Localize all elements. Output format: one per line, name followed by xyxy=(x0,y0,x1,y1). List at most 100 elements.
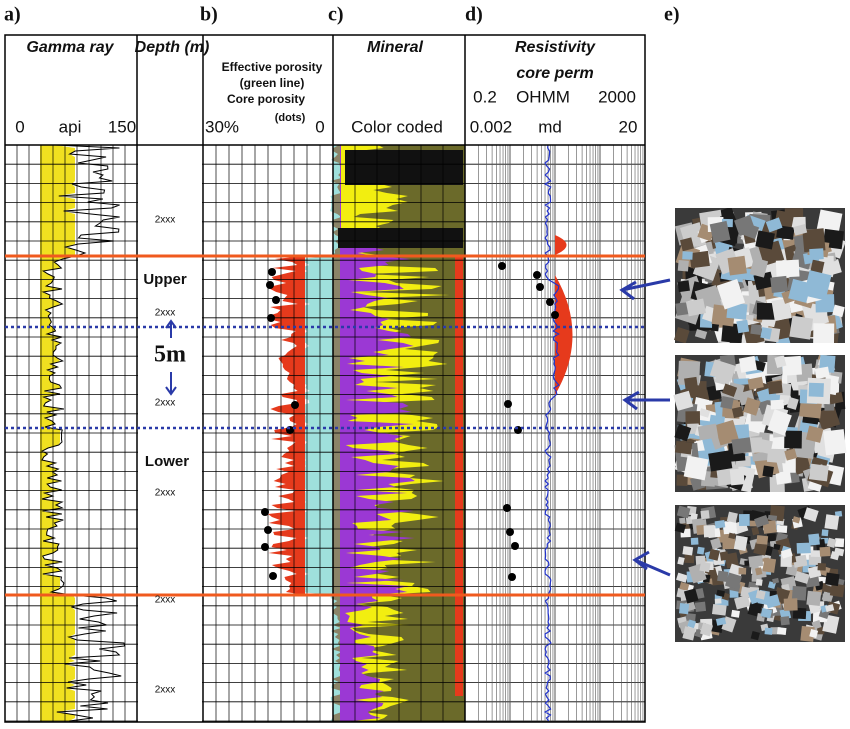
grain xyxy=(677,259,689,272)
porosity-dot xyxy=(269,572,277,580)
grain xyxy=(726,511,738,523)
zone-label: Upper xyxy=(143,271,187,288)
depth-label: 2xxx xyxy=(155,595,176,606)
grain xyxy=(673,390,694,411)
scale-label: 150 xyxy=(108,117,136,136)
scale-label: 2000 xyxy=(598,87,636,106)
grain xyxy=(734,594,751,610)
grain xyxy=(679,582,690,591)
grain xyxy=(786,396,799,410)
grain xyxy=(762,557,777,573)
grain xyxy=(767,380,783,395)
perm-dot xyxy=(508,573,516,581)
grain xyxy=(728,532,736,540)
grain xyxy=(808,533,820,546)
grain xyxy=(802,228,826,253)
grain xyxy=(784,448,798,461)
grain xyxy=(676,474,688,486)
grain xyxy=(708,450,733,472)
grain xyxy=(685,298,706,317)
photo-clip-edge xyxy=(673,343,847,355)
grain xyxy=(821,529,829,537)
grain xyxy=(822,593,830,602)
panel-label: a) xyxy=(4,4,21,26)
grain xyxy=(814,366,830,379)
scale-label: 0 xyxy=(315,117,324,136)
scale-label: 0 xyxy=(15,117,24,136)
grain xyxy=(684,376,699,391)
grain xyxy=(776,225,795,240)
zone-label: Lower xyxy=(145,453,189,470)
grain xyxy=(828,391,844,405)
grain xyxy=(792,516,801,524)
grain xyxy=(753,542,768,556)
grain xyxy=(731,406,744,419)
grain xyxy=(699,622,714,637)
grain xyxy=(770,275,788,293)
grain xyxy=(762,465,774,478)
grain xyxy=(683,455,709,481)
grain xyxy=(796,542,811,554)
frame xyxy=(4,34,646,723)
scale-label: 0.002 xyxy=(470,117,513,136)
grain xyxy=(755,589,766,600)
grain xyxy=(766,444,787,464)
grain xyxy=(749,257,769,278)
grain xyxy=(703,525,716,538)
grain xyxy=(710,537,722,550)
grain xyxy=(805,425,824,443)
depth-cover xyxy=(138,145,202,722)
perm-dot xyxy=(551,311,559,319)
grain xyxy=(817,563,827,571)
grain xyxy=(765,594,781,609)
pointer-arrow xyxy=(622,390,670,411)
header: Gamma ray xyxy=(26,39,114,56)
panel-label: c) xyxy=(328,4,344,26)
grain xyxy=(834,510,843,518)
porosity-dot xyxy=(267,314,275,322)
grain xyxy=(715,617,727,626)
perm-dot xyxy=(506,528,514,536)
perm-dot xyxy=(503,504,511,512)
overlay: 2xxx 2xxx 2xxx 2xxx 2xxx 2xxx Upper Lower 5m xyxy=(5,215,671,696)
grain xyxy=(699,408,711,418)
grain xyxy=(697,423,719,441)
grain xyxy=(750,630,760,641)
grain xyxy=(682,251,693,260)
grain xyxy=(722,383,738,397)
grain xyxy=(776,525,788,533)
grain xyxy=(690,513,698,521)
grain xyxy=(676,572,688,583)
grain xyxy=(699,561,711,573)
grain xyxy=(819,546,831,557)
grain xyxy=(826,537,837,548)
grain xyxy=(731,437,752,455)
grain xyxy=(747,599,763,618)
grain xyxy=(716,278,746,310)
grain xyxy=(679,237,694,252)
depth-label: 2xxx xyxy=(155,215,176,226)
grain xyxy=(824,402,835,411)
header: Core porosity xyxy=(227,92,305,106)
depth-label: 2xxx xyxy=(155,488,176,499)
grain xyxy=(696,546,705,555)
perm-dot xyxy=(511,542,519,550)
grain xyxy=(694,329,708,340)
grain xyxy=(738,513,750,526)
grain xyxy=(806,590,822,606)
photo-clip-edge xyxy=(673,196,847,208)
depth-label: 2xxx xyxy=(155,398,176,409)
grain xyxy=(743,397,761,416)
grain xyxy=(750,323,762,335)
grain xyxy=(720,396,734,410)
photo-clip-edge xyxy=(673,642,847,652)
grain xyxy=(767,409,792,436)
porosity-dot xyxy=(266,281,274,289)
mineral-black xyxy=(345,150,463,185)
grain xyxy=(711,603,727,616)
grain xyxy=(747,376,764,390)
grain xyxy=(760,607,773,619)
thickness-label: 5m xyxy=(154,342,186,368)
grain xyxy=(677,556,685,566)
